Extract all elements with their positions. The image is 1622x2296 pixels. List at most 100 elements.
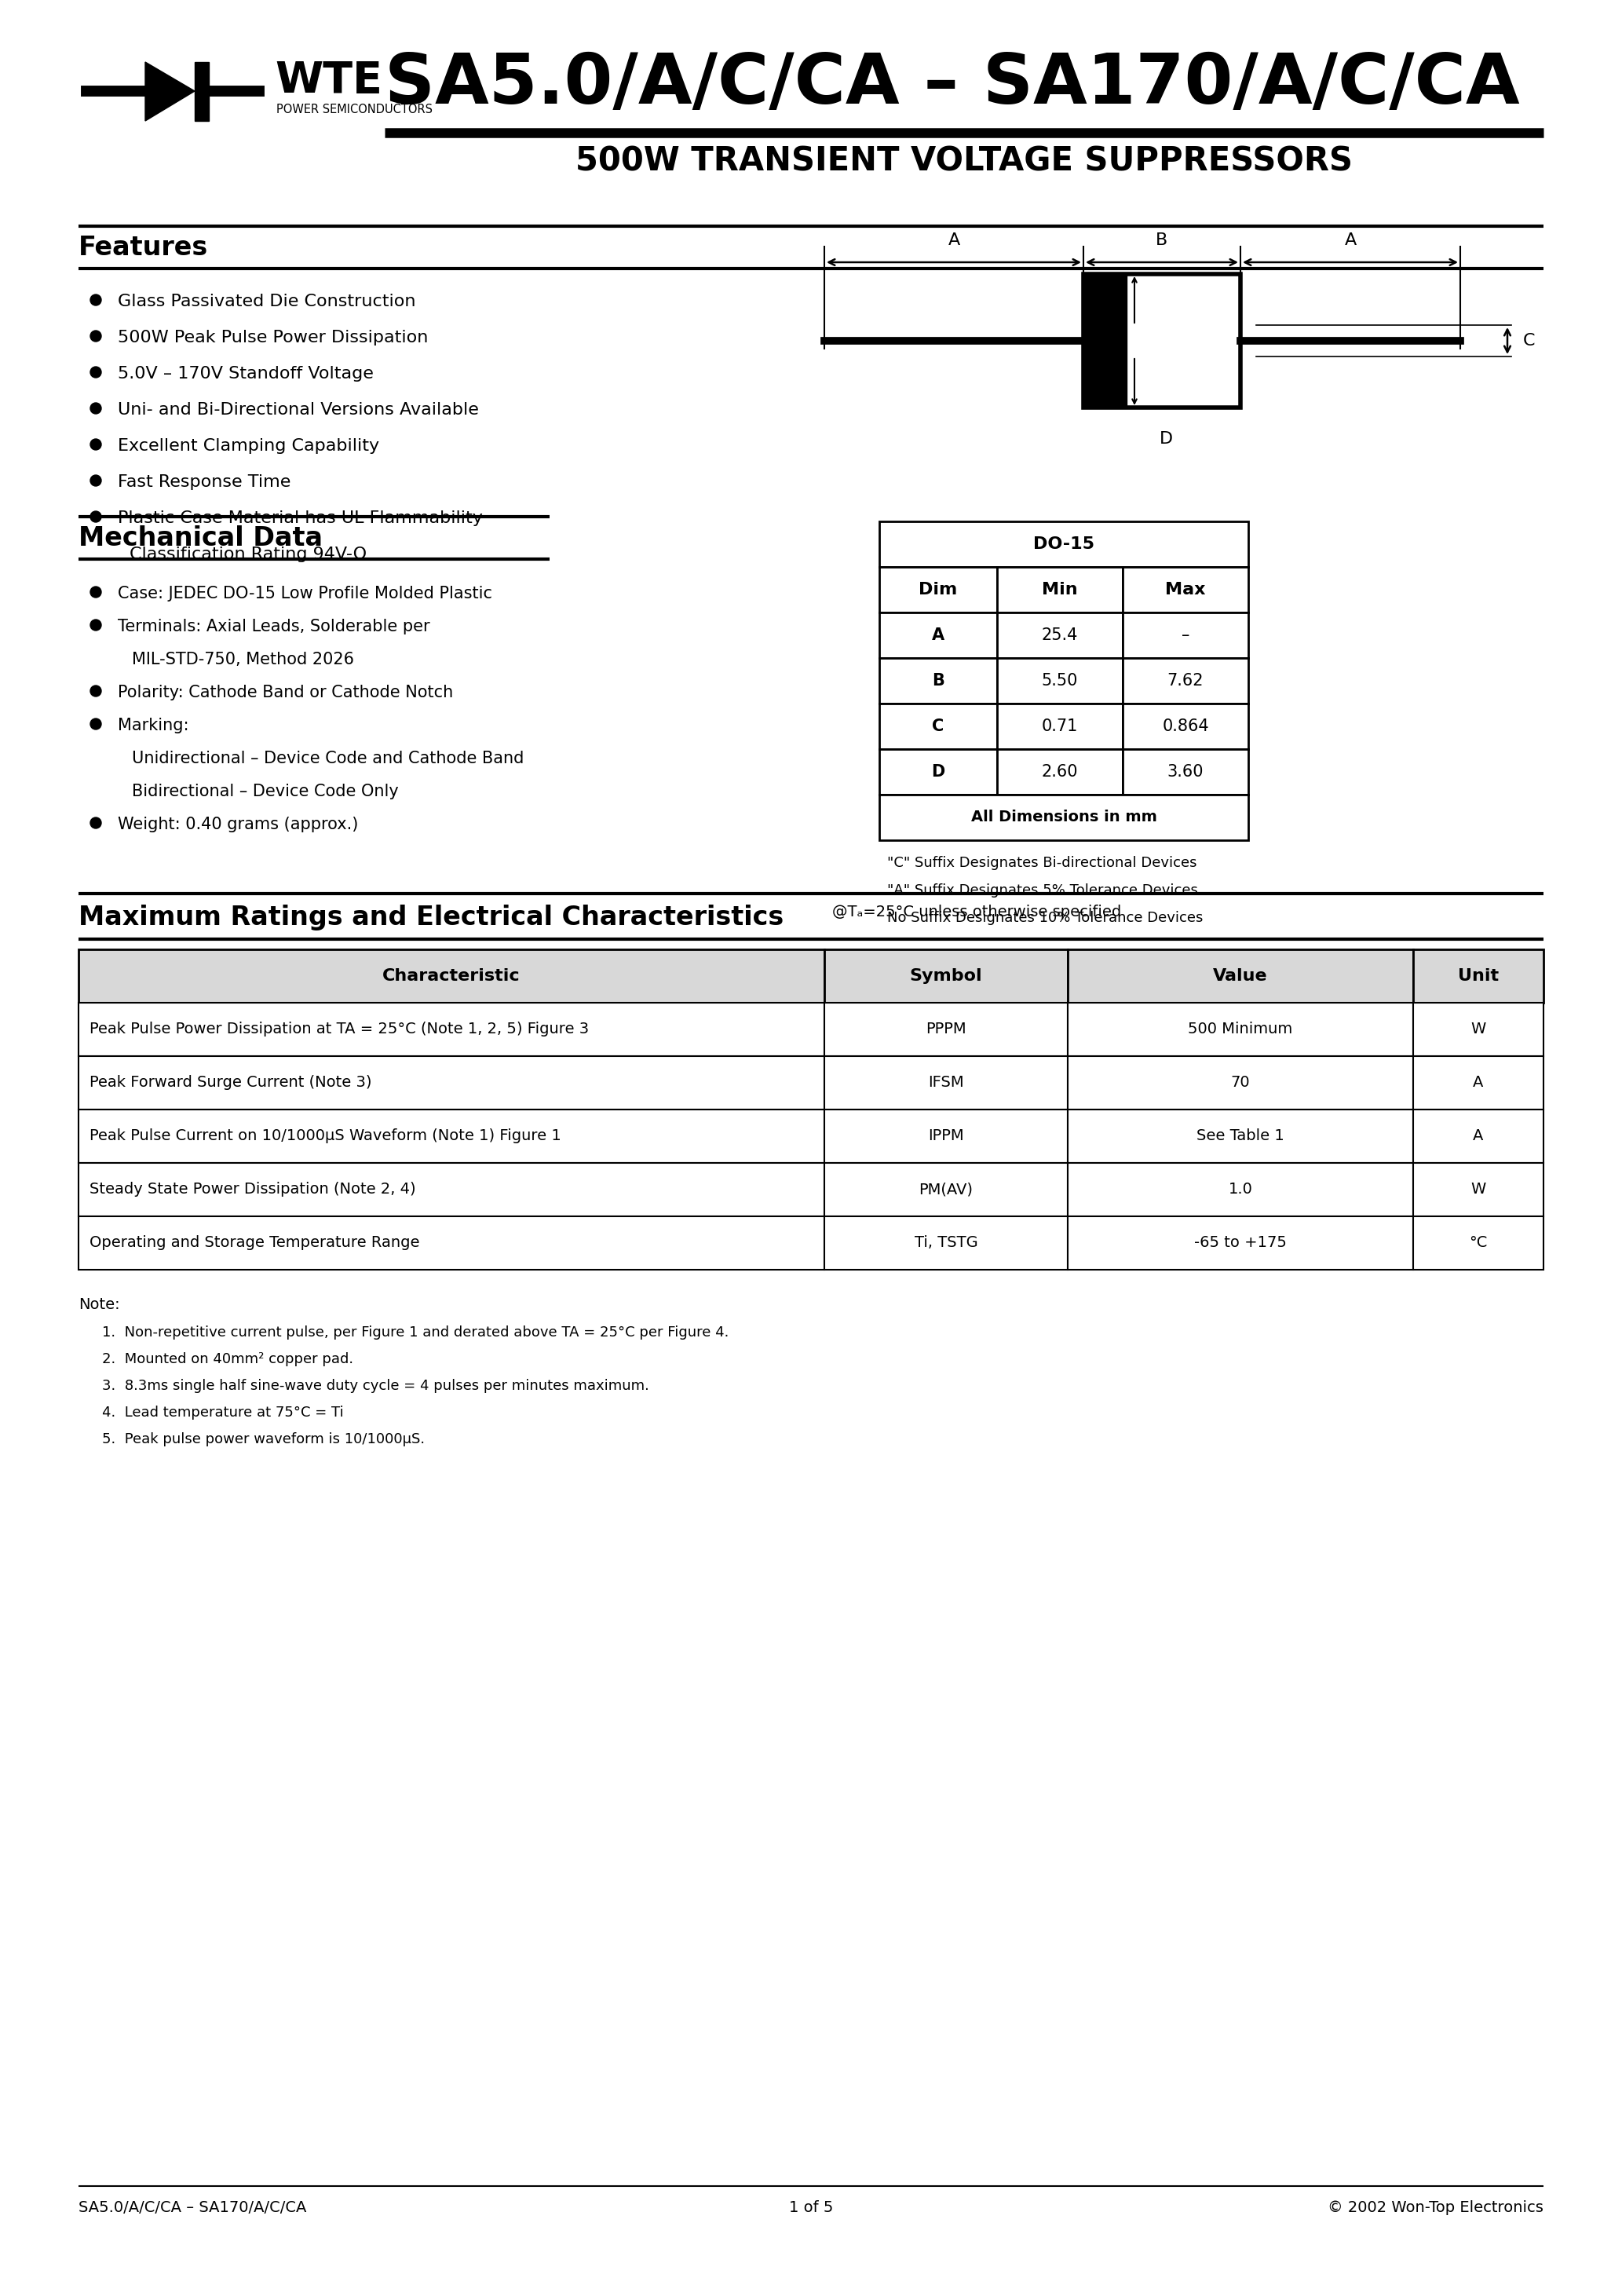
Bar [879,659,998,703]
Bar [1413,1109,1544,1162]
Text: 2.60: 2.60 [1041,765,1079,781]
Text: PPPM: PPPM [926,1022,967,1038]
Circle shape [91,475,101,487]
Text: 500W Peak Pulse Power Dissipation: 500W Peak Pulse Power Dissipation [118,331,428,344]
Text: DO-15: DO-15 [1033,537,1095,551]
Text: Features: Features [78,234,208,262]
Text: Operating and Storage Temperature Range: Operating and Storage Temperature Range [89,1235,420,1251]
Text: POWER SEMICONDUCTORS: POWER SEMICONDUCTORS [276,103,433,115]
Text: A: A [1473,1075,1484,1091]
Text: 3.60: 3.60 [1168,765,1204,781]
Text: Min: Min [1041,581,1077,597]
Text: –: – [1181,627,1189,643]
Text: Classification Rating 94V-O: Classification Rating 94V-O [130,546,367,563]
Text: Weight: 0.40 grams (approx.): Weight: 0.40 grams (approx.) [118,817,358,833]
Bar [1122,567,1249,613]
Bar [1122,703,1249,748]
Text: 1 of 5: 1 of 5 [788,2200,834,2216]
Bar [1413,1003,1544,1056]
Text: C: C [933,719,944,735]
Text: "A" Suffix Designates 5% Tolerance Devices: "A" Suffix Designates 5% Tolerance Devic… [887,884,1199,898]
Bar [1122,613,1249,659]
Text: Excellent Clamping Capability: Excellent Clamping Capability [118,439,380,455]
Bar [824,1056,1067,1109]
Bar [879,567,998,613]
Text: 7.62: 7.62 [1168,673,1204,689]
Circle shape [91,719,101,730]
Bar [879,794,1249,840]
Circle shape [91,512,101,521]
Bar [1067,1109,1413,1162]
Bar [879,613,998,659]
Text: See Table 1: See Table 1 [1197,1130,1285,1143]
Text: 70: 70 [1231,1075,1251,1091]
Text: Max: Max [1165,581,1205,597]
Text: MIL-STD-750, Method 2026: MIL-STD-750, Method 2026 [131,652,354,668]
Bar [998,613,1122,659]
Text: Marking:: Marking: [118,719,188,732]
Text: Polarity: Cathode Band or Cathode Notch: Polarity: Cathode Band or Cathode Notch [118,684,453,700]
Text: SA5.0/A/C/CA – SA170/A/C/CA: SA5.0/A/C/CA – SA170/A/C/CA [78,2200,307,2216]
Text: @Tₐ=25°C unless otherwise specified: @Tₐ=25°C unless otherwise specified [832,905,1121,918]
Text: Plastic Case Material has UL Flammability: Plastic Case Material has UL Flammabilit… [118,510,483,526]
Bar [1122,659,1249,703]
Text: D: D [931,765,946,781]
Text: Peak Forward Surge Current (Note 3): Peak Forward Surge Current (Note 3) [89,1075,371,1091]
Text: Note:: Note: [78,1297,120,1311]
Text: IFSM: IFSM [928,1075,963,1091]
Text: 0.71: 0.71 [1041,719,1079,735]
Text: 1.0: 1.0 [1228,1182,1252,1196]
Bar [824,1162,1067,1217]
Bar [78,1056,824,1109]
Bar [78,1162,824,1217]
Text: Uni- and Bi-Directional Versions Available: Uni- and Bi-Directional Versions Availab… [118,402,478,418]
Bar [1083,273,1127,406]
Text: PM(AV): PM(AV) [920,1182,973,1196]
Text: 1.  Non-repetitive current pulse, per Figure 1 and derated above TA = 25°C per F: 1. Non-repetitive current pulse, per Fig… [102,1325,728,1339]
Bar [78,1109,824,1162]
Bar [1067,1003,1413,1056]
Bar [1413,1217,1544,1270]
Text: 0.864: 0.864 [1161,719,1208,735]
Bar [1067,948,1413,1003]
Bar [1122,748,1249,794]
Text: W: W [1471,1182,1486,1196]
Text: D: D [1160,432,1173,448]
Bar [998,748,1122,794]
Bar [998,659,1122,703]
Text: Peak Pulse Current on 10/1000μS Waveform (Note 1) Figure 1: Peak Pulse Current on 10/1000μS Waveform… [89,1130,561,1143]
Text: Mechanical Data: Mechanical Data [78,526,323,551]
Text: 2.  Mounted on 40mm² copper pad.: 2. Mounted on 40mm² copper pad. [102,1352,354,1366]
Bar [1413,1056,1544,1109]
Circle shape [91,402,101,413]
Bar [879,521,1249,567]
Circle shape [91,620,101,631]
Text: Symbol: Symbol [910,969,983,985]
Text: Bidirectional – Device Code Only: Bidirectional – Device Code Only [131,783,399,799]
Text: Unit: Unit [1458,969,1499,985]
Text: 5.50: 5.50 [1041,673,1079,689]
Text: Peak Pulse Power Dissipation at TA = 25°C (Note 1, 2, 5) Figure 3: Peak Pulse Power Dissipation at TA = 25°… [89,1022,589,1038]
Bar [998,567,1122,613]
Circle shape [91,367,101,379]
Text: No Suffix Designates 10% Tolerance Devices: No Suffix Designates 10% Tolerance Devic… [887,912,1204,925]
Text: IPPM: IPPM [928,1130,963,1143]
Polygon shape [146,62,195,122]
Bar [1067,1056,1413,1109]
Text: Steady State Power Dissipation (Note 2, 4): Steady State Power Dissipation (Note 2, … [89,1182,415,1196]
Bar [824,1217,1067,1270]
Bar [1083,273,1241,406]
Text: SA5.0/A/C/CA – SA170/A/C/CA: SA5.0/A/C/CA – SA170/A/C/CA [384,51,1520,119]
Text: Ti, TSTG: Ti, TSTG [915,1235,978,1251]
Text: 500W TRANSIENT VOLTAGE SUPPRESSORS: 500W TRANSIENT VOLTAGE SUPPRESSORS [576,145,1353,177]
Text: W: W [1471,1022,1486,1038]
Text: Fast Response Time: Fast Response Time [118,475,290,489]
Text: B: B [1156,232,1168,248]
Bar [78,948,824,1003]
Bar [824,1003,1067,1056]
Circle shape [91,585,101,597]
Text: C: C [1523,333,1536,349]
Text: "C" Suffix Designates Bi-directional Devices: "C" Suffix Designates Bi-directional Dev… [887,856,1197,870]
Bar [1413,948,1544,1003]
Bar [879,748,998,794]
